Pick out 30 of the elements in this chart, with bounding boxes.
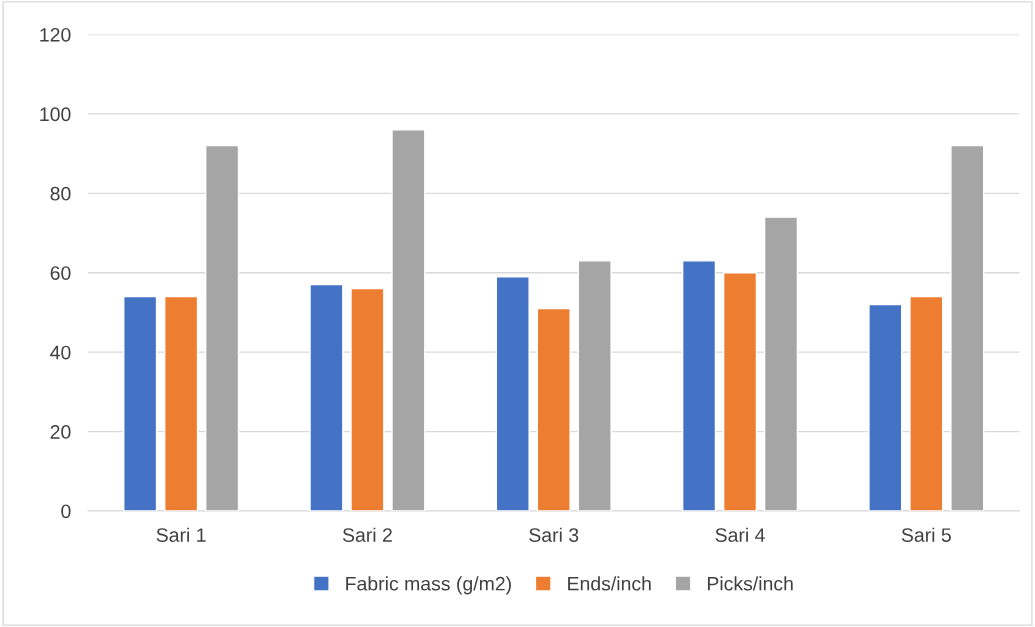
y-tick-label: 20 <box>50 425 71 439</box>
legend-label: Ends/inch <box>568 576 651 591</box>
bar <box>350 287 385 511</box>
bar <box>681 260 717 511</box>
bar <box>309 283 344 511</box>
x-tick-label: Sari 4 <box>715 527 765 542</box>
bar <box>722 272 758 511</box>
x-tick-label: Sari 3 <box>529 527 579 542</box>
y-tick-label: 40 <box>50 345 71 360</box>
x-tick-label: Sari 5 <box>901 527 951 542</box>
y-tick-label: 100 <box>40 107 71 122</box>
y-tick-label: 60 <box>50 266 71 280</box>
bar <box>391 129 426 511</box>
y-tick-label: 80 <box>50 186 71 201</box>
legend-label: Fabric mass (g/m2) <box>346 576 511 595</box>
bar <box>950 144 985 511</box>
bar <box>577 260 612 511</box>
x-tick-label: Sari 1 <box>156 527 206 542</box>
bar <box>763 216 799 511</box>
bar <box>909 295 944 511</box>
y-tick-label: 0 <box>61 504 71 519</box>
bar <box>868 303 903 511</box>
bar <box>536 307 571 511</box>
bar <box>164 295 199 511</box>
bar <box>205 144 240 511</box>
x-tick-label: Sari 2 <box>342 527 392 542</box>
bar <box>123 295 158 511</box>
y-tick-label: 120 <box>40 27 71 42</box>
bar <box>495 276 530 511</box>
legend-label: Picks/inch <box>707 576 793 591</box>
